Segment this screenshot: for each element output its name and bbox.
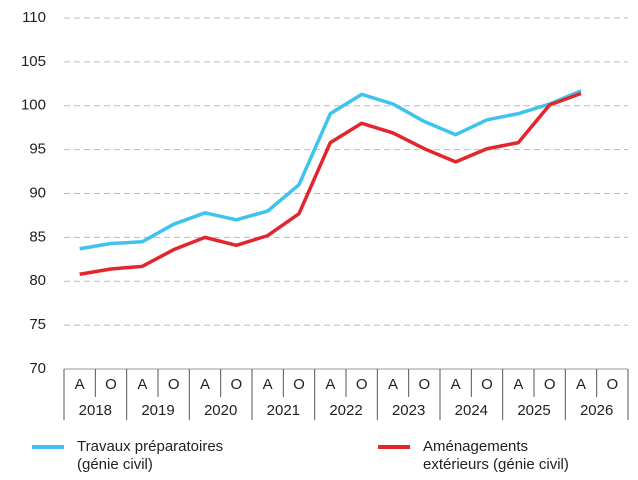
x-tick-label: O — [293, 376, 305, 393]
x-tick-label: O — [168, 376, 180, 393]
x-tick-label: A — [200, 376, 210, 393]
x-tick-label: A — [388, 376, 398, 393]
year-label: 2025 — [517, 402, 550, 419]
x-tick-label: A — [576, 376, 586, 393]
x-tick-label: A — [513, 376, 523, 393]
x-tick-label: O — [544, 376, 556, 393]
year-label: 2018 — [79, 402, 112, 419]
y-tick-label: 80 — [29, 272, 46, 289]
x-tick-label: A — [137, 376, 147, 393]
series-line — [79, 91, 582, 276]
year-label: 2022 — [329, 402, 362, 419]
y-tick-label: 105 — [21, 53, 46, 70]
x-tick-label: O — [356, 376, 368, 393]
x-tick-label: A — [263, 376, 273, 393]
year-label: 2024 — [455, 402, 488, 419]
y-tick-label: 90 — [29, 184, 46, 201]
x-tick-label: O — [481, 376, 493, 393]
legend-label: Aménagements extérieurs (génie civil) — [423, 438, 569, 473]
year-label: 2021 — [267, 402, 300, 419]
x-tick-label: A — [451, 376, 461, 393]
x-tick-label: A — [75, 376, 85, 393]
x-tick-label: O — [105, 376, 117, 393]
y-tick-label: 85 — [29, 228, 46, 245]
y-tick-label: 100 — [21, 97, 46, 114]
year-label: 2023 — [392, 402, 425, 419]
y-tick-label: 110 — [22, 9, 46, 26]
x-tick-label: O — [230, 376, 242, 393]
x-tick-label: O — [606, 376, 618, 393]
year-label: 2026 — [580, 402, 613, 419]
series-line — [79, 89, 582, 251]
year-label: 2020 — [204, 402, 237, 419]
x-tick-label: A — [325, 376, 335, 393]
y-tick-label: 95 — [29, 141, 46, 158]
year-label: 2019 — [141, 402, 174, 419]
y-tick-label: 75 — [29, 316, 46, 333]
y-tick-label: 70 — [29, 360, 46, 377]
legend-label: Travaux préparatoires (génie civil) — [77, 438, 224, 473]
x-tick-label: O — [418, 376, 430, 393]
